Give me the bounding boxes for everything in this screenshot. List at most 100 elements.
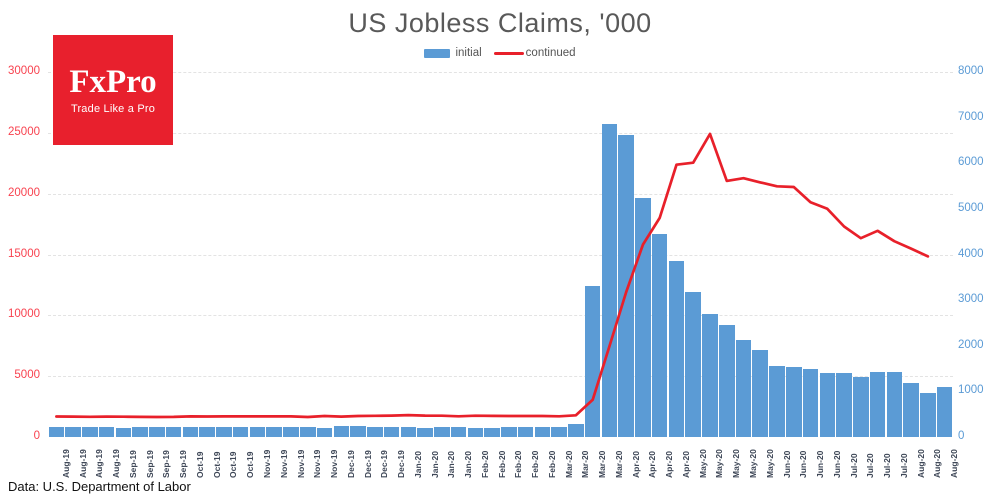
x-axis-label: Jul-20 bbox=[898, 453, 909, 478]
left-axis-tick: 0 bbox=[33, 430, 40, 442]
x-axis-label: Jan-20 bbox=[412, 451, 423, 478]
bar-initial bbox=[350, 426, 366, 437]
x-axis-label: Aug-19 bbox=[111, 449, 122, 478]
bar-initial bbox=[216, 427, 232, 437]
bar-initial bbox=[568, 424, 584, 437]
bar-initial bbox=[316, 427, 333, 437]
bar-initial bbox=[65, 427, 81, 437]
bar-initial bbox=[182, 427, 199, 437]
x-axis-label: Aug-19 bbox=[94, 449, 105, 478]
x-axis-label: Jun-20 bbox=[781, 450, 792, 478]
bar-initial bbox=[434, 426, 450, 437]
x-axis-label: Apr-20 bbox=[630, 451, 641, 478]
bar-initial bbox=[400, 427, 417, 437]
bar-initial bbox=[769, 365, 785, 437]
legend-continued-label: continued bbox=[525, 47, 576, 59]
bar-initial bbox=[836, 372, 852, 437]
bar-initial bbox=[467, 427, 484, 437]
right-axis-tick: 6000 bbox=[958, 156, 984, 169]
bar-initial bbox=[668, 260, 685, 437]
fxpro-logo-tagline: Trade Like a Pro bbox=[70, 102, 156, 115]
x-axis-label: Feb-20 bbox=[513, 450, 524, 478]
x-axis-label: Feb-20 bbox=[530, 450, 541, 478]
x-axis-label: Nov-19 bbox=[329, 449, 340, 478]
x-axis-label: May-20 bbox=[764, 449, 775, 478]
data-source-note: Data: U.S. Department of Labor bbox=[8, 479, 191, 494]
bar-initial bbox=[165, 426, 182, 437]
x-axis-label: May-20 bbox=[731, 449, 742, 478]
bar-initial bbox=[249, 427, 266, 437]
left-axis-tick: 10000 bbox=[8, 308, 40, 321]
x-axis-label: Aug-19 bbox=[60, 449, 71, 478]
x-axis-label: Feb-20 bbox=[546, 450, 557, 478]
bar-initial bbox=[936, 386, 953, 437]
gridline bbox=[48, 254, 953, 256]
bar-initial bbox=[82, 427, 98, 437]
bar-initial bbox=[819, 372, 836, 437]
bar-initial bbox=[501, 427, 517, 437]
x-axis-label: Dec-19 bbox=[396, 450, 407, 478]
x-axis-label: Mar-20 bbox=[580, 450, 591, 478]
x-axis-label: Jul-20 bbox=[848, 453, 859, 478]
x-axis-label: Oct-19 bbox=[228, 451, 239, 478]
x-axis-label: Jun-20 bbox=[798, 450, 809, 478]
bar-initial bbox=[266, 426, 283, 437]
x-axis-label: Aug-20 bbox=[915, 449, 926, 478]
line-chart-svg bbox=[55, 132, 930, 419]
right-axis-tick: 4000 bbox=[958, 247, 984, 260]
bar-initial bbox=[333, 425, 350, 437]
x-axis-label: Jun-20 bbox=[831, 450, 842, 478]
x-axis-label: Feb-20 bbox=[479, 450, 490, 478]
bar-initial bbox=[903, 382, 919, 437]
bar-initial bbox=[115, 427, 132, 437]
continued-claims-line bbox=[55, 132, 930, 419]
bar-initial bbox=[786, 366, 802, 437]
chart-title: US Jobless Claims, '000 bbox=[348, 8, 652, 38]
right-axis-tick: 7000 bbox=[958, 110, 984, 123]
bar-initial bbox=[651, 234, 668, 437]
bar-initial bbox=[718, 325, 735, 437]
x-axis-label: Nov-19 bbox=[278, 449, 289, 478]
bar-initial bbox=[802, 369, 819, 437]
bar-initial bbox=[702, 314, 718, 437]
x-axis-label: Mar-20 bbox=[613, 450, 624, 478]
legend-continued-swatch bbox=[493, 51, 524, 55]
x-axis-label: Apr-20 bbox=[664, 451, 675, 478]
x-axis-label: Oct-19 bbox=[194, 451, 205, 478]
left-axis-tick: 15000 bbox=[8, 247, 40, 260]
bar-initial bbox=[752, 350, 769, 437]
left-axis-tick: 25000 bbox=[8, 125, 40, 138]
right-axis-tick: 0 bbox=[958, 430, 965, 442]
x-axis-label: Apr-20 bbox=[680, 451, 691, 478]
bar-initial bbox=[383, 426, 400, 437]
right-axis-tick: 1000 bbox=[958, 384, 984, 397]
x-axis-label: Sep-19 bbox=[178, 450, 189, 478]
bar-initial bbox=[98, 427, 115, 437]
x-axis-label: May-20 bbox=[714, 449, 725, 478]
bar-initial bbox=[132, 427, 148, 437]
gridline bbox=[48, 376, 953, 378]
bar-initial bbox=[149, 427, 165, 437]
bar-initial bbox=[367, 426, 383, 437]
bar-initial bbox=[48, 426, 65, 437]
bar-initial bbox=[853, 377, 869, 437]
x-axis-label: Mar-20 bbox=[563, 450, 574, 478]
x-axis-label: Aug-19 bbox=[77, 449, 88, 478]
bar-initial bbox=[735, 340, 752, 437]
x-axis-label: Sep-19 bbox=[161, 450, 172, 478]
x-axis-label: May-20 bbox=[697, 449, 708, 478]
x-axis-label: Feb-20 bbox=[496, 450, 507, 478]
gridline bbox=[48, 72, 953, 73]
bar-initial bbox=[450, 427, 467, 437]
left-axis-tick: 5000 bbox=[14, 369, 40, 382]
x-axis-label: Nov-19 bbox=[295, 449, 306, 478]
right-axis-tick: 2000 bbox=[958, 338, 984, 351]
x-axis-label: Nov-19 bbox=[312, 449, 323, 478]
gridline bbox=[48, 132, 953, 134]
x-axis-label: Apr-20 bbox=[647, 451, 658, 478]
bar-initial bbox=[283, 426, 299, 437]
gridline bbox=[48, 193, 953, 195]
x-axis-label: Jan-20 bbox=[446, 451, 457, 478]
bar-initial bbox=[199, 427, 215, 437]
